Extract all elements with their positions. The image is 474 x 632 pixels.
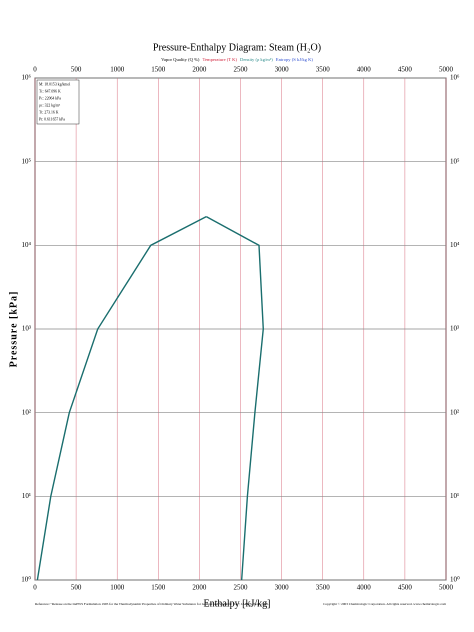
property: ρc: 322 kg/m³ bbox=[39, 103, 61, 107]
property: Tc: 647.096 K bbox=[39, 89, 61, 93]
x-tick-label: 5000 bbox=[439, 66, 454, 74]
y-tick-label: 10³ bbox=[450, 325, 459, 333]
copyright: Copyright © 2003 Chemicalogic Corporatio… bbox=[323, 601, 446, 606]
x-tick-label: 500 bbox=[71, 66, 82, 74]
y-tick-label: 10² bbox=[22, 408, 31, 416]
y-tick-label: 10⁰ bbox=[21, 576, 31, 584]
saturation-line bbox=[205, 215, 264, 581]
subtitle-item: Vapor Quality (Q %) bbox=[161, 57, 200, 62]
subtitle-item: Entropy (S kJ/kg K) bbox=[276, 57, 314, 62]
x-tick-label: 2500 bbox=[234, 66, 249, 74]
subtitle-item: Density (ρ kg/m³) bbox=[240, 57, 273, 62]
reference: Reference: "Release on the IAPWS Formula… bbox=[35, 602, 269, 607]
x-tick-label: 4000 bbox=[357, 584, 372, 592]
x-tick-label: 5000 bbox=[439, 584, 454, 592]
x-tick-label: 500 bbox=[71, 584, 82, 592]
property: Pc: 22064 kPa bbox=[39, 96, 61, 100]
x-tick-label: 1500 bbox=[151, 66, 166, 74]
subtitle-item: Temperature (T K) bbox=[202, 57, 237, 62]
x-axis-label: Enthalpy [kJ/kg] bbox=[204, 598, 271, 609]
y-tick-label: 10⁴ bbox=[450, 241, 460, 249]
x-tick-label: 1000 bbox=[110, 584, 125, 592]
x-tick-label: 0 bbox=[33, 584, 37, 592]
x-tick-label: 0 bbox=[33, 66, 37, 74]
y-tick-label: 10⁴ bbox=[22, 241, 32, 249]
y-axis-label: Pressure [kPa] bbox=[8, 291, 19, 368]
property: Tt: 273.16 K bbox=[39, 110, 59, 114]
x-tick-label: 2000 bbox=[192, 584, 207, 592]
y-tick-label: 10⁵ bbox=[22, 157, 32, 165]
saturation-line bbox=[36, 215, 207, 581]
x-tick-label: 4500 bbox=[398, 66, 413, 74]
x-tick-label: 3500 bbox=[316, 66, 331, 74]
properties-box bbox=[36, 79, 80, 125]
property: Pt: 0.611657 kPa bbox=[39, 117, 65, 121]
x-tick-label: 2000 bbox=[192, 66, 207, 74]
property: M: 18.0153 kg/kmol bbox=[39, 82, 70, 86]
y-tick-label: 10⁰ bbox=[450, 576, 460, 584]
x-tick-label: 4500 bbox=[398, 584, 413, 592]
x-tick-label: 1500 bbox=[151, 584, 166, 592]
x-tick-label: 3500 bbox=[316, 584, 331, 592]
y-tick-label: 10² bbox=[450, 408, 459, 416]
x-tick-label: 3000 bbox=[275, 66, 290, 74]
y-tick-label: 10¹ bbox=[22, 492, 31, 500]
x-tick-label: 4000 bbox=[357, 66, 372, 74]
x-tick-label: 3000 bbox=[275, 584, 290, 592]
x-tick-label: 1000 bbox=[110, 66, 125, 74]
x-tick-label: 2500 bbox=[234, 584, 249, 592]
y-tick-label: 10⁵ bbox=[450, 157, 460, 165]
y-tick-label: 10⁶ bbox=[22, 74, 32, 82]
y-tick-label: 10⁶ bbox=[450, 74, 460, 82]
y-tick-label: 10¹ bbox=[450, 492, 459, 500]
subtitle: Vapor Quality (Q %) Temperature (T K) Dens… bbox=[161, 57, 313, 62]
y-tick-label: 10³ bbox=[22, 325, 31, 333]
chart-title: Pressure-Enthalpy Diagram: Steam (H₂O) bbox=[153, 42, 321, 53]
